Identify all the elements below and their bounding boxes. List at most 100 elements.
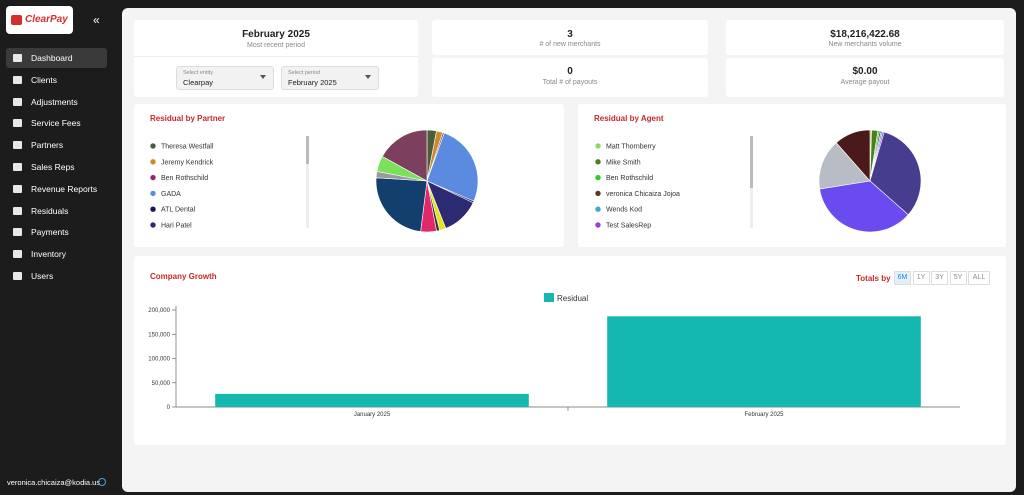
legend-label: Ben Rothschild <box>161 175 208 182</box>
totals-by-label: Totals by <box>856 274 891 283</box>
nav-label: Adjustments <box>31 96 78 107</box>
stat-value: $0.00 <box>852 66 878 77</box>
legend-swatch <box>595 143 601 149</box>
range-button[interactable]: 6M <box>894 271 911 285</box>
nav-icon <box>13 184 22 193</box>
nav-item[interactable]: Revenue Reports <box>6 179 107 199</box>
logout-icon[interactable] <box>98 478 106 486</box>
bar <box>607 316 921 407</box>
scrollbar[interactable] <box>306 136 309 228</box>
nav-item[interactable]: Service Fees <box>6 113 107 133</box>
stat-value: 0 <box>567 66 573 77</box>
nav-label: Sales Reps <box>31 162 75 172</box>
legend-swatch <box>595 222 601 228</box>
legend-swatch <box>150 174 156 181</box>
nav-icon <box>13 206 22 215</box>
legend-label: ATL Dental <box>161 207 196 214</box>
legend-label: veronica Chicaiza Jojoa <box>606 191 680 198</box>
legend-label: Jeremy Kendrick <box>161 159 214 166</box>
nav-label: Residuals <box>31 205 69 216</box>
collapse-button[interactable]: « <box>93 13 100 27</box>
legend-swatch <box>595 206 601 212</box>
nav-item[interactable]: Payments <box>6 222 107 242</box>
y-tick-label: 200,000 <box>148 308 170 314</box>
range-button[interactable]: 5Y <box>949 271 967 285</box>
pie-slice <box>869 131 922 216</box>
legend-label: Wends Kod <box>606 207 642 214</box>
nav-icon <box>13 141 22 150</box>
legend-label: Theresa Westfall <box>161 144 214 151</box>
nav-label: Users <box>31 271 54 281</box>
select-value: February 2025 <box>288 78 337 87</box>
nav-item[interactable]: Adjustments <box>6 92 107 112</box>
legend-label: Residual <box>557 294 588 303</box>
chart-title: Company Growth <box>150 272 217 281</box>
legend-swatch <box>150 143 156 149</box>
legend-swatch <box>544 293 554 302</box>
period-subtitle: Most recent period <box>247 42 305 49</box>
select-label: Select entity <box>183 70 213 76</box>
select-value: Clearpay <box>183 78 214 87</box>
stat-card: $0.00 Average payout <box>726 58 1004 97</box>
dropdown-arrow <box>365 75 371 79</box>
legend-swatch <box>595 159 601 165</box>
nav-item[interactable]: Dashboard <box>6 48 107 68</box>
range-button[interactable]: ALL <box>968 271 990 285</box>
x-tick-label: January 2025 <box>354 412 391 418</box>
period-select[interactable]: Select period February 2025 <box>281 66 379 90</box>
scrollbar[interactable] <box>750 136 753 228</box>
stat-card: 3 # of new merchants <box>432 20 708 55</box>
chart-title: Residual by Partner <box>150 114 226 123</box>
stat-value: $18,216,422.68 <box>830 29 900 40</box>
stat-label: Total # of payouts <box>542 79 598 86</box>
legend-label: Ben Rothschild <box>606 175 653 182</box>
nav-item[interactable]: Inventory <box>6 244 107 264</box>
dropdown-arrow <box>260 75 266 79</box>
legend-swatch <box>150 159 156 165</box>
legend-label: Matt Thornberry <box>606 144 656 151</box>
nav-item[interactable]: Sales Reps <box>6 157 107 177</box>
x-tick-label: February 2025 <box>744 412 784 418</box>
logo-icon <box>11 15 22 25</box>
divider <box>134 56 418 57</box>
nav-label: Dashboard <box>31 53 73 63</box>
nav-item[interactable]: Clients <box>6 70 107 90</box>
y-tick-label: 0 <box>167 405 171 411</box>
nav-icon <box>13 163 22 171</box>
scroll-thumb[interactable] <box>306 136 309 164</box>
nav-label: Inventory <box>31 249 66 260</box>
range-button[interactable]: 3Y <box>931 271 948 285</box>
logo[interactable]: ClearPay <box>6 6 73 34</box>
nav-icon <box>13 250 22 259</box>
nav-item[interactable]: Residuals <box>6 201 107 221</box>
nav-icon <box>13 119 22 128</box>
range-button[interactable]: 1Y <box>912 271 930 285</box>
nav-icon <box>13 228 22 237</box>
nav-icon <box>13 97 22 106</box>
stat-label: # of new merchants <box>539 41 601 48</box>
stat-card: $18,216,422.68 New merchants volume <box>726 20 1004 55</box>
stat-label: Average payout <box>840 79 890 86</box>
pie-slice <box>381 129 428 182</box>
logo-text: ClearPay <box>25 14 68 25</box>
y-tick-label: 100,000 <box>148 357 170 363</box>
nav-item[interactable]: Partners <box>6 135 107 155</box>
scroll-thumb[interactable] <box>750 136 753 188</box>
legend-swatch <box>150 206 156 212</box>
agent-card: Residual by Agent <box>578 104 1006 247</box>
nav-label: Revenue Reports <box>31 183 98 194</box>
legend-label: Mike Smith <box>606 159 641 166</box>
nav-icon <box>13 272 22 280</box>
nav-icon <box>13 75 22 84</box>
legend-label: GADA <box>161 191 181 198</box>
nav-icon <box>13 54 22 62</box>
nav-label: Clients <box>31 74 57 85</box>
legend-swatch <box>595 174 601 181</box>
entity-select[interactable]: Select entity Clearpay <box>176 66 274 90</box>
nav-item[interactable]: Users <box>6 266 107 286</box>
pie-slice <box>375 177 428 232</box>
stat-card: 0 Total # of payouts <box>432 58 708 97</box>
pie-slice <box>426 132 479 202</box>
